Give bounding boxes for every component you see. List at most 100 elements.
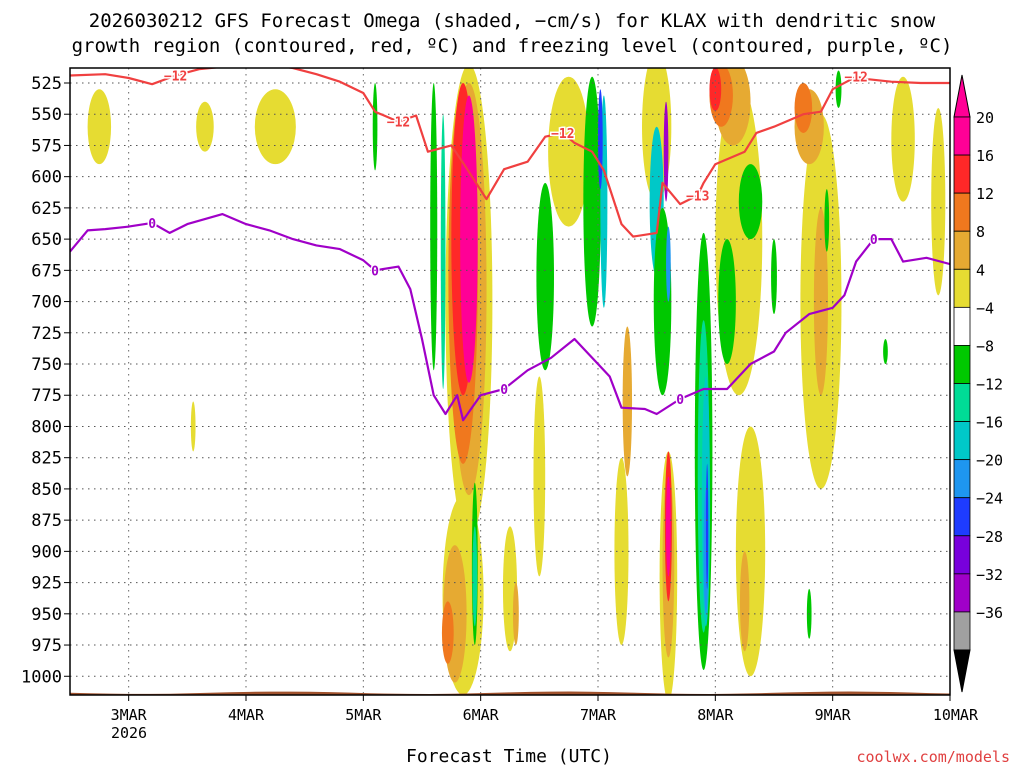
- omega-cell-0: [190, 401, 196, 452]
- omega-cell-35: [666, 476, 671, 577]
- x-axis: 3MAR 4MAR 5MAR 6MAR 7MAR 8MAR 9MAR 10MAR: [111, 695, 979, 724]
- y-tick-label: 675: [31, 261, 62, 281]
- colorbar-label: −20: [976, 452, 1003, 470]
- colorbar-swatch: [953, 306, 971, 346]
- dgz-contour-label: −13: [686, 189, 709, 204]
- colorbar-label: −4: [976, 299, 994, 317]
- ground-fill: [70, 691, 950, 695]
- x-tick-label: 9MAR: [815, 706, 852, 724]
- y-tick-label: 625: [31, 199, 62, 219]
- colorbar-label: −24: [976, 490, 1003, 508]
- x-axis-year-label: 2026: [111, 724, 147, 742]
- freezing-level-contour-label: 0: [500, 383, 508, 398]
- ground-surface: [70, 691, 950, 695]
- x-tick-label: 6MAR: [463, 706, 500, 724]
- freezing-level-contour-label: 0: [371, 264, 379, 279]
- colorbar-bottom-arrow: [953, 649, 971, 693]
- x-tick-label: 5MAR: [345, 706, 382, 724]
- colorbar-label: −36: [976, 604, 1003, 622]
- y-tick-label: 825: [31, 449, 62, 469]
- freezing-level-contour-label: 0: [148, 217, 156, 232]
- omega-cell-56: [883, 339, 888, 365]
- colorbar-swatch: [953, 154, 971, 194]
- y-tick-label: 700: [31, 293, 62, 313]
- y-tick-label: 900: [31, 542, 62, 562]
- colorbar: 20 16 12 8 4 −4 −8 −12 −16 −20 −24 −28 −32 −36: [953, 74, 1003, 693]
- omega-cell-40: [705, 463, 709, 589]
- dgz-contour-label: −12: [551, 127, 574, 142]
- omega-cell-55: [835, 70, 842, 108]
- omega-cell-21: [548, 76, 590, 227]
- x-tick-label: 8MAR: [697, 706, 734, 724]
- colorbar-label: 20: [976, 109, 994, 127]
- omega-cell-52: [718, 239, 736, 365]
- omega-cell-51: [794, 82, 813, 133]
- colorbar-label: 12: [976, 185, 994, 203]
- colorbar-swatch: [953, 268, 971, 308]
- y-tick-label: 850: [31, 480, 62, 500]
- dgz-contour-label: −12: [387, 116, 410, 131]
- omega-cell-2: [196, 101, 214, 152]
- colorbar-label: −8: [976, 337, 994, 355]
- grid-lines: [70, 68, 950, 695]
- y-tick-label: 725: [31, 324, 62, 344]
- colorbar-swatch: [953, 383, 971, 422]
- omega-cell-31: [666, 226, 671, 302]
- colorbar-swatch: [953, 345, 971, 384]
- contour-lines: −12 −12 −12 −13 −12 0 0 0 0 0: [70, 68, 950, 422]
- omega-cell-20: [536, 182, 554, 371]
- y-tick-label: 525: [31, 74, 62, 94]
- omega-cell-3: [254, 89, 296, 165]
- colorbar-label: −32: [976, 566, 1003, 584]
- y-tick-label: 650: [31, 230, 62, 250]
- freezing-level-contour-label: 0: [870, 233, 878, 248]
- colorbar-label: 16: [976, 147, 994, 165]
- y-tick-label: 875: [31, 511, 62, 531]
- freezing-level-contour-line: [70, 213, 950, 422]
- omega-cell-53: [771, 239, 777, 315]
- y-tick-label: 1000: [21, 667, 62, 687]
- omega-cell-11: [372, 82, 378, 171]
- omega-shading: [87, 68, 946, 695]
- colorbar-swatch: [953, 230, 971, 270]
- chart-title-line-1: 2026030212 GFS Forecast Omega (shaded, −…: [89, 10, 936, 32]
- y-tick-label: 600: [31, 168, 62, 188]
- omega-cell-22: [583, 76, 601, 327]
- colorbar-swatch: [953, 497, 971, 537]
- omega-cell-19: [533, 376, 546, 577]
- x-tick-label: 7MAR: [580, 706, 617, 724]
- y-tick-label: 800: [31, 417, 62, 437]
- y-tick-label: 750: [31, 355, 62, 375]
- dgz-contour-label: −12: [844, 71, 867, 86]
- y-tick-label: 925: [31, 574, 62, 594]
- colorbar-label: 4: [976, 261, 985, 279]
- y-tick-label: 575: [31, 136, 62, 156]
- omega-cell-45: [709, 68, 722, 112]
- x-axis-title: Forecast Time (UTC): [406, 746, 612, 767]
- omega-cell-14: [441, 601, 454, 664]
- omega-cell-8: [460, 95, 478, 383]
- colorbar-swatch: [953, 535, 971, 575]
- colorbar-swatch: [953, 116, 971, 156]
- colorbar-label: 8: [976, 223, 985, 241]
- omega-cell-1: [87, 89, 112, 165]
- dgz-contour-line: [70, 68, 950, 238]
- x-tick-label: 10MAR: [933, 706, 979, 724]
- y-tick-label: 975: [31, 636, 62, 656]
- omega-cell-16: [472, 526, 478, 627]
- colorbar-swatch: [953, 421, 971, 461]
- colorbar-swatch: [953, 573, 971, 613]
- colorbar-swatch: [953, 192, 971, 232]
- y-tick-label: 950: [31, 605, 62, 625]
- omega-cell-9: [430, 82, 438, 371]
- omega-cell-58: [931, 107, 946, 296]
- y-tick-label: 775: [31, 386, 62, 406]
- y-tick-label: 550: [31, 105, 62, 125]
- colorbar-swatch: [953, 611, 971, 651]
- omega-cell-26: [622, 326, 633, 477]
- omega-cell-25: [614, 457, 629, 646]
- colorbar-label: −12: [976, 376, 1003, 394]
- omega-cell-18: [512, 582, 519, 646]
- credit-text: coolwx.com/models: [856, 748, 1010, 766]
